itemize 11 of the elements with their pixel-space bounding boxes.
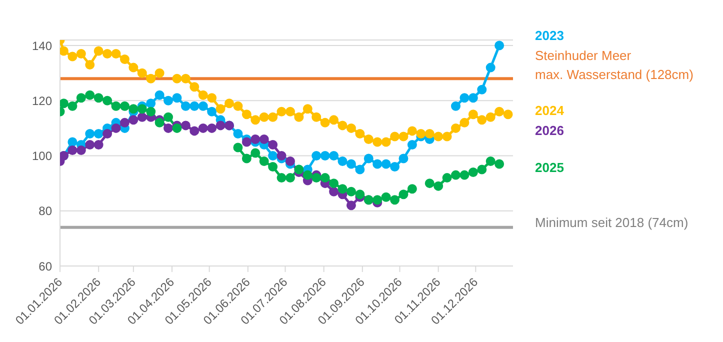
y-tick-label: 140	[32, 38, 52, 53]
y-tick-label: 80	[38, 204, 52, 218]
y-tick-label: 120	[32, 94, 52, 108]
ref-line-label: Steinhuder Meer max. Wasserstand (128cm)	[535, 47, 694, 84]
text: 2026	[535, 123, 564, 138]
y-tick-label: 60	[38, 259, 52, 274]
text: 2023	[535, 28, 564, 43]
ref-line-label: Minimum seit 2018 (74cm)	[535, 214, 688, 232]
series-label: 2024	[535, 103, 564, 118]
text: 2025	[535, 160, 564, 175]
y-tick-label: 100	[32, 149, 52, 164]
